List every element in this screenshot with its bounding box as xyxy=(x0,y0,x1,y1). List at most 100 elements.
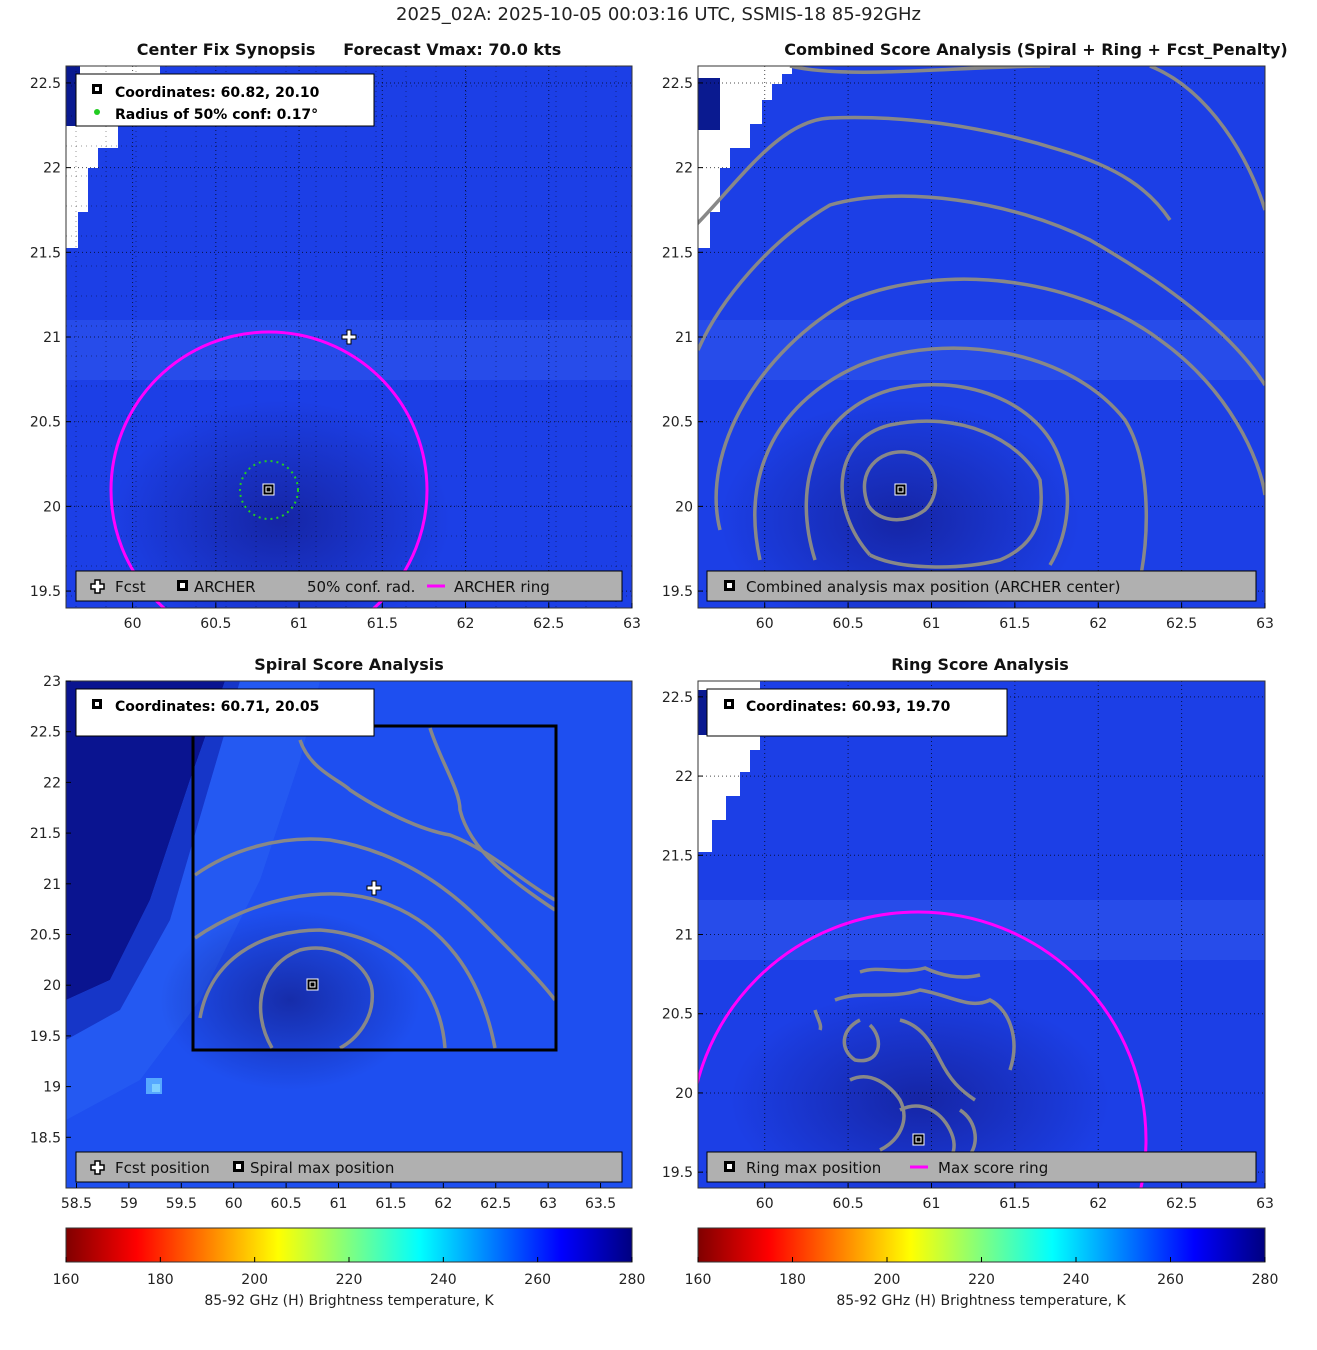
x-tick-label: 58.5 xyxy=(61,1196,92,1212)
synopsis-grid xyxy=(66,66,632,608)
max-score-ring xyxy=(698,910,1148,1188)
spiral-max-marker xyxy=(306,978,319,991)
y-tick-label: 22 xyxy=(43,775,61,791)
x-tick-label: 60.5 xyxy=(271,1196,302,1212)
x-tick-label: 63 xyxy=(1256,1196,1274,1212)
y-tick-label: 21.5 xyxy=(662,848,693,864)
conf-circle xyxy=(239,460,299,520)
y-tick-label: 21.5 xyxy=(30,826,61,842)
legend-spiral-max: Spiral max position xyxy=(250,1159,394,1177)
panel-synopsis: Center Fix Synopsis Forecast Vmax: 70.0 … xyxy=(30,40,641,632)
colorbar-tick-label: 280 xyxy=(1252,1272,1279,1288)
spiral-info-box xyxy=(75,688,375,737)
x-tick-label: 62.5 xyxy=(1166,616,1197,632)
y-tick-label: 21.5 xyxy=(30,245,61,261)
y-tick-label: 22 xyxy=(675,161,693,177)
x-tick-label: 62.5 xyxy=(533,616,564,632)
archer-center-marker xyxy=(262,483,275,496)
colorbar-tick-label: 280 xyxy=(619,1272,646,1288)
y-tick-label: 20 xyxy=(43,978,61,994)
legend-archer: ARCHER xyxy=(194,578,256,596)
y-tick-label: 23 xyxy=(43,674,61,690)
legend-max-score-ring: Max score ring xyxy=(938,1159,1048,1177)
spiral-legend xyxy=(75,1151,623,1183)
colorbar-tick-label: 200 xyxy=(241,1272,268,1288)
figure-suptitle: 2025_02A: 2025-10-05 00:03:16 UTC, SSMIS… xyxy=(396,4,921,25)
combined-missing-data xyxy=(698,66,792,248)
y-tick-label: 22.5 xyxy=(30,76,61,92)
x-tick-label: 62 xyxy=(1089,1196,1107,1212)
ring-info-box xyxy=(706,688,1008,737)
panel-spiral-title: Spiral Score Analysis xyxy=(254,655,444,674)
y-tick-label: 21 xyxy=(43,330,61,346)
y-tick-label: 22 xyxy=(43,161,61,177)
legend-archer-ring: ARCHER ring xyxy=(454,578,550,596)
y-tick-label: 21.5 xyxy=(662,245,693,261)
synopsis-info-box xyxy=(75,73,375,127)
synopsis-radius: Radius of 50% conf: 0.17° xyxy=(115,107,318,123)
x-tick-label: 61.5 xyxy=(999,1196,1030,1212)
y-tick-label: 20.5 xyxy=(30,415,61,431)
colorbar-tick-label: 180 xyxy=(779,1272,806,1288)
legend-ring-max: Ring max position xyxy=(746,1159,881,1177)
combined-legend xyxy=(706,570,1257,602)
y-tick-label: 21 xyxy=(675,330,693,346)
x-tick-label: 59 xyxy=(120,1196,138,1212)
fcst-marker xyxy=(341,329,357,345)
x-tick-label: 61.5 xyxy=(367,616,398,632)
colorbar-tick-label: 240 xyxy=(430,1272,457,1288)
colorbar-tick-label: 260 xyxy=(1157,1272,1184,1288)
x-tick-label: 62.5 xyxy=(1166,1196,1197,1212)
panel-synopsis-title: Center Fix Synopsis Forecast Vmax: 70.0 … xyxy=(137,40,561,59)
y-tick-label: 21 xyxy=(43,877,61,893)
combined-contours xyxy=(698,66,1265,581)
x-tick-label: 61 xyxy=(330,1196,348,1212)
y-tick-label: 20 xyxy=(675,499,693,515)
x-tick-label: 61.5 xyxy=(375,1196,406,1212)
legend-combined-max: Combined analysis max position (ARCHER c… xyxy=(746,578,1120,596)
spiral-fcst-marker xyxy=(366,880,382,896)
ring-grid xyxy=(698,681,1265,1188)
y-tick-label: 21 xyxy=(675,928,693,944)
colorbar-tick-label: 200 xyxy=(874,1272,901,1288)
x-tick-label: 61 xyxy=(923,616,941,632)
spiral-coordinates: Coordinates: 60.71, 20.05 xyxy=(115,699,319,715)
colorbar-tick-label: 180 xyxy=(147,1272,174,1288)
synopsis-dark-core xyxy=(110,400,450,608)
x-tick-label: 61 xyxy=(923,1196,941,1212)
synopsis-coordinates: Coordinates: 60.82, 20.10 xyxy=(115,85,320,101)
x-tick-label: 63 xyxy=(623,616,641,632)
panel-combined-title: Combined Score Analysis (Spiral + Ring +… xyxy=(784,40,1287,59)
y-tick-label: 22.5 xyxy=(662,690,693,706)
synopsis-legend xyxy=(75,570,623,602)
combined-ticks: 60 60.5 61 61.5 62 62.5 63 19.5 20 20.5 21 21.5 22 22… xyxy=(662,76,1274,632)
x-tick-label: 60.5 xyxy=(833,1196,864,1212)
y-tick-label: 20.5 xyxy=(30,928,61,944)
panel-ring-title: Ring Score Analysis xyxy=(891,655,1069,674)
panel-ring: Ring Score Analysis Co xyxy=(662,655,1274,1212)
colorbar-tick-label: 220 xyxy=(968,1272,995,1288)
archer-ring xyxy=(109,330,429,608)
y-tick-label: 22.5 xyxy=(30,725,61,741)
y-tick-label: 20 xyxy=(43,499,61,515)
x-tick-label: 60 xyxy=(756,1196,774,1212)
x-tick-label: 62.5 xyxy=(480,1196,511,1212)
y-tick-label: 19 xyxy=(43,1080,61,1096)
y-tick-label: 20.5 xyxy=(662,1007,693,1023)
y-tick-label: 19.5 xyxy=(30,1029,61,1045)
x-tick-label: 60 xyxy=(124,616,142,632)
x-tick-label: 59.5 xyxy=(166,1196,197,1212)
colorbar-tick-label: 240 xyxy=(1063,1272,1090,1288)
y-tick-label: 22.5 xyxy=(662,76,693,92)
ring-ticks: 60 60.5 61 61.5 62 62.5 63 19.5 20 20.5 21 21.5 22 22… xyxy=(662,690,1274,1212)
y-tick-label: 19.5 xyxy=(30,584,61,600)
synopsis-ticks: 60 60.5 61 61.5 62 62.5 63 19.5 20 20.5 21 21.5 22 22… xyxy=(30,76,641,632)
ring-coordinates: Coordinates: 60.93, 19.70 xyxy=(746,699,951,715)
x-tick-label: 62 xyxy=(1089,616,1107,632)
colorbar-left-label: 85-92 GHz (H) Brightness temperature, K xyxy=(204,1293,494,1309)
x-tick-label: 60.5 xyxy=(200,616,231,632)
x-tick-label: 60.5 xyxy=(833,616,864,632)
x-tick-label: 60 xyxy=(225,1196,243,1212)
y-tick-label: 18.5 xyxy=(30,1130,61,1146)
